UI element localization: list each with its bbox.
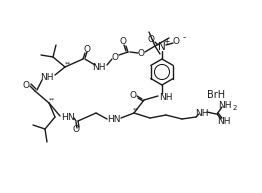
Text: -: - [182, 34, 185, 42]
Text: NH: NH [40, 73, 54, 81]
Text: N: N [158, 42, 166, 52]
Text: NH: NH [195, 108, 209, 118]
Text: O: O [138, 49, 145, 58]
Text: N: N [68, 113, 74, 123]
Text: H: H [61, 113, 67, 122]
Text: O: O [148, 36, 155, 45]
Text: BrH: BrH [207, 90, 225, 100]
Text: **: ** [133, 108, 139, 113]
Text: NH: NH [217, 118, 231, 126]
Text: NH: NH [218, 101, 232, 109]
Text: O: O [73, 125, 79, 135]
Text: **: ** [49, 97, 55, 102]
Text: O: O [172, 37, 179, 47]
Text: HN: HN [107, 114, 121, 124]
Text: O: O [129, 91, 137, 100]
Text: NH: NH [159, 92, 173, 102]
Text: O: O [112, 52, 118, 62]
Text: +: + [163, 37, 169, 47]
Text: **: ** [65, 62, 71, 67]
Text: O: O [23, 80, 30, 90]
Text: O: O [119, 37, 127, 47]
Text: O: O [84, 46, 90, 54]
Text: 2: 2 [233, 105, 237, 111]
Text: NH: NH [92, 63, 106, 71]
